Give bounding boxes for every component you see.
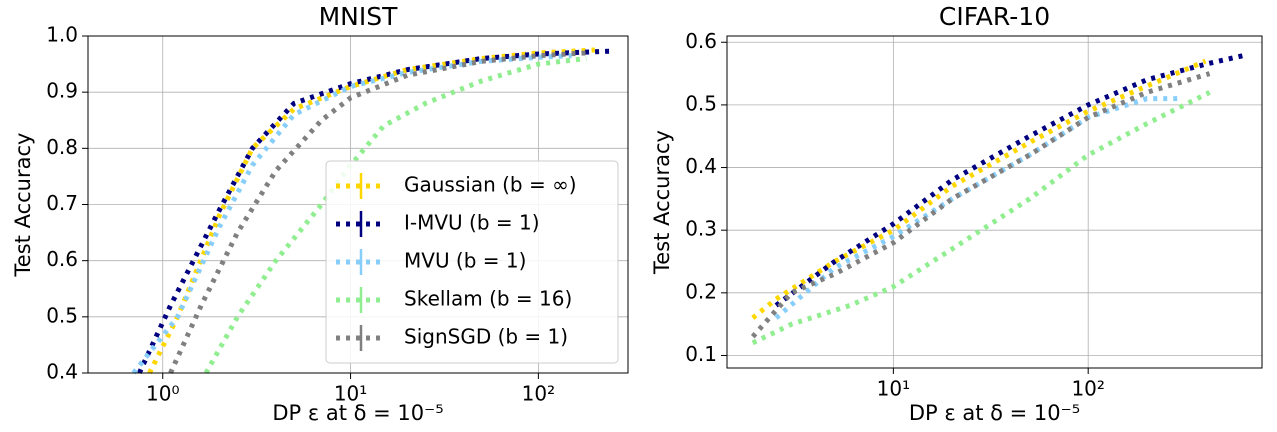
series-line — [131, 53, 572, 375]
y-axis-label: Test Accuracy — [11, 133, 35, 278]
series-line — [751, 58, 1207, 320]
x-tick-label: 10² — [1071, 377, 1104, 401]
y-tick-label: 0.5 — [46, 303, 78, 327]
legend-box — [325, 160, 619, 364]
subplot: 0.4 0.5 0.6 0.7 0.8 0.9 1.0 10⁰ 10¹ 10² MNIST DP ε … — [11, 2, 629, 425]
chart-title: MNIST — [319, 2, 399, 31]
y-tick-label: 0.3 — [685, 217, 717, 241]
y-tick-label: 0.7 — [46, 191, 78, 215]
series-line — [203, 56, 587, 375]
y-tick-label: 0.4 — [685, 154, 717, 178]
series-line — [750, 71, 1211, 339]
legend-label: Gaussian (b = ∞) — [404, 173, 577, 197]
y-tick-label: 0.4 — [46, 360, 78, 384]
legend-label: Skellam (b = 16) — [404, 287, 572, 311]
chart-title: CIFAR-10 — [939, 2, 1050, 31]
x-tick-label: 10¹ — [877, 377, 910, 401]
x-axis-label: DP ε at δ = 10⁻⁵ — [272, 401, 443, 425]
y-tick-label: 0.2 — [685, 279, 717, 303]
plot-frame — [87, 35, 629, 374]
legend-label: SignSGD (b = 1) — [404, 325, 568, 349]
x-axis-label: DP ε at δ = 10⁻⁵ — [909, 401, 1080, 425]
x-tick-label: 10⁰ — [146, 382, 179, 406]
y-tick-label: 0.6 — [685, 29, 717, 53]
x-tick-label: 10¹ — [334, 382, 367, 406]
subplot: 0.1 0.2 0.3 0.4 0.5 0.6 10¹ 10² CIFAR-10 DP ε at … — [650, 2, 1263, 425]
y-tick-label: 0.1 — [685, 342, 717, 366]
y-tick-label: 0.6 — [46, 247, 78, 271]
y-tick-label: 0.5 — [685, 91, 717, 115]
y-axis-label: Test Accuracy — [650, 130, 674, 275]
series-line — [137, 48, 610, 375]
series-line — [774, 52, 1248, 308]
plot-frame — [726, 35, 1263, 369]
y-tick-label: 0.8 — [46, 135, 78, 159]
series-line — [751, 90, 1211, 346]
x-tick-label: 10² — [522, 382, 555, 406]
y-tick-label: 1.0 — [46, 23, 78, 47]
legend-label: MVU (b = 1) — [404, 249, 526, 273]
series-line — [774, 96, 1182, 320]
legend: Gaussian (b = ∞) I-MVU (b = 1) MVU (b = 1)… — [325, 160, 619, 364]
legend-label: I-MVU (b = 1) — [404, 211, 540, 235]
y-tick-label: 0.9 — [46, 79, 78, 103]
